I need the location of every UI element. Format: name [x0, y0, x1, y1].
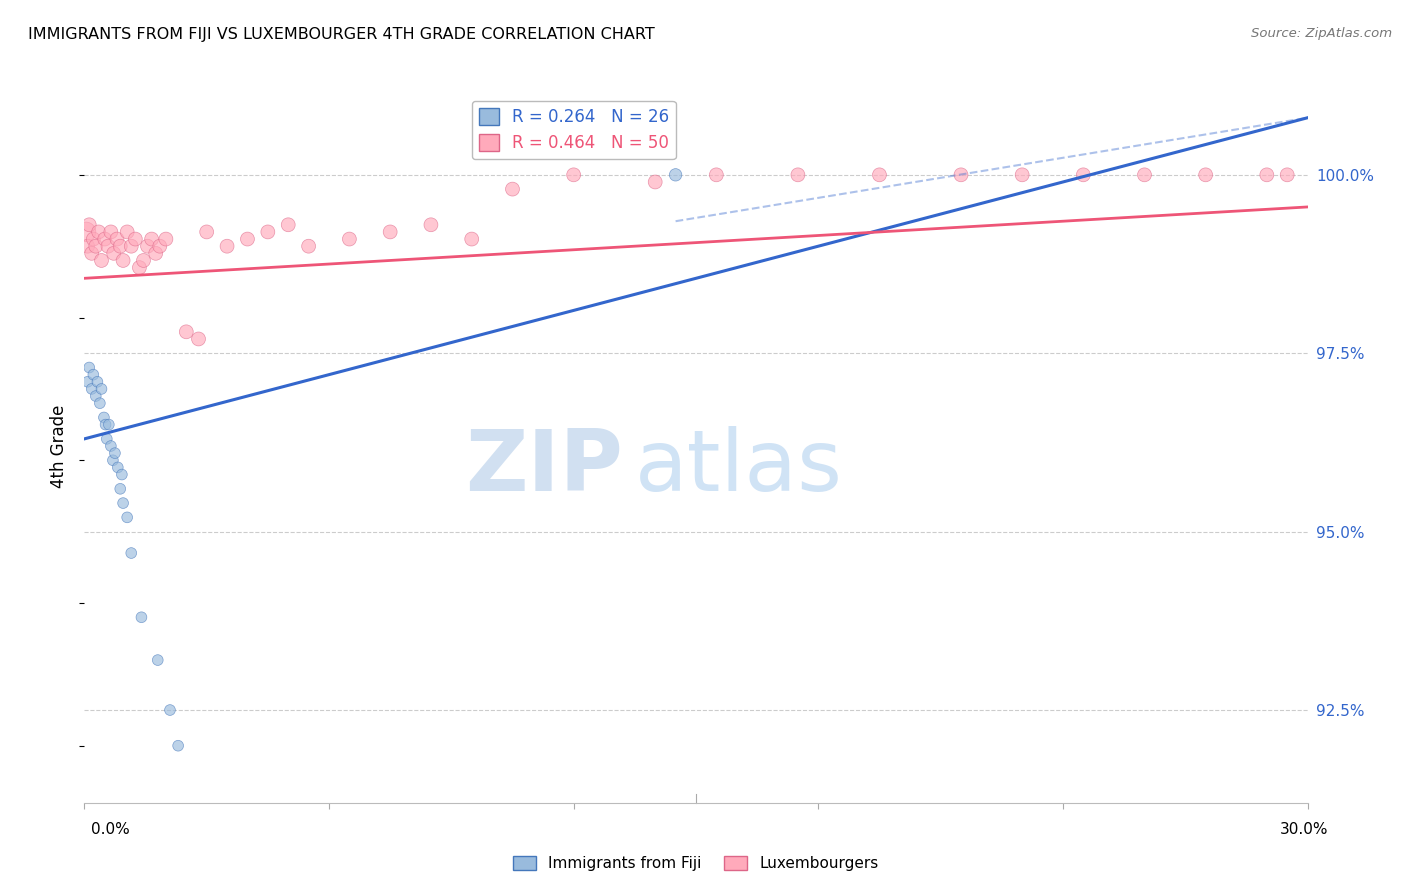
Point: [869, 168, 891, 182]
Point: [131, 610, 153, 624]
Point: [115, 510, 138, 524]
Point: [100, 225, 122, 239]
Point: [339, 232, 361, 246]
Point: [217, 239, 239, 253]
Point: [107, 460, 129, 475]
Point: [120, 239, 142, 253]
Point: [562, 168, 585, 182]
Point: [80, 246, 103, 260]
Point: [96, 432, 118, 446]
Point: [380, 225, 402, 239]
Point: [644, 175, 666, 189]
Legend: Immigrants from Fiji, Luxembourgers: Immigrants from Fiji, Luxembourgers: [508, 850, 884, 877]
Point: [86, 375, 108, 389]
Point: [93, 232, 117, 246]
Point: [101, 453, 124, 467]
Point: [1073, 168, 1095, 182]
Point: [1195, 168, 1218, 182]
Point: [82, 368, 104, 382]
Point: [146, 653, 169, 667]
Text: 0.0%: 0.0%: [91, 822, 131, 837]
Text: IMMIGRANTS FROM FIJI VS LUXEMBOURGER 4TH GRADE CORRELATION CHART: IMMIGRANTS FROM FIJI VS LUXEMBOURGER 4TH…: [28, 27, 655, 42]
Point: [89, 396, 111, 410]
Point: [420, 218, 443, 232]
Point: [100, 439, 122, 453]
Point: [141, 232, 163, 246]
Text: 30.0%: 30.0%: [1281, 822, 1329, 837]
Point: [115, 225, 138, 239]
Y-axis label: 4th Grade: 4th Grade: [51, 404, 69, 488]
Point: [950, 168, 973, 182]
Point: [706, 168, 728, 182]
Point: [84, 239, 107, 253]
Point: [136, 239, 159, 253]
Point: [93, 410, 115, 425]
Point: [132, 253, 155, 268]
Point: [76, 375, 98, 389]
Point: [77, 218, 100, 232]
Text: atlas: atlas: [636, 425, 842, 509]
Point: [112, 496, 135, 510]
Point: [84, 389, 107, 403]
Text: ZIP: ZIP: [465, 425, 623, 509]
Point: [167, 739, 190, 753]
Point: [1277, 168, 1299, 182]
Point: [187, 332, 209, 346]
Point: [461, 232, 484, 246]
Point: [94, 417, 117, 432]
Point: [257, 225, 280, 239]
Point: [195, 225, 218, 239]
Point: [174, 325, 197, 339]
Point: [124, 232, 146, 246]
Point: [120, 546, 142, 560]
Text: Source: ZipAtlas.com: Source: ZipAtlas.com: [1251, 27, 1392, 40]
Point: [502, 182, 524, 196]
Point: [90, 253, 112, 268]
Point: [80, 382, 103, 396]
Point: [277, 218, 299, 232]
Point: [82, 232, 104, 246]
Point: [155, 232, 177, 246]
Point: [1133, 168, 1156, 182]
Point: [145, 246, 167, 260]
Point: [87, 225, 110, 239]
Point: [1256, 168, 1278, 182]
Point: [97, 239, 120, 253]
Point: [75, 225, 97, 239]
Point: [111, 467, 134, 482]
Point: [104, 446, 127, 460]
Point: [236, 232, 259, 246]
Point: [787, 168, 810, 182]
Point: [665, 168, 688, 182]
Point: [77, 360, 100, 375]
Point: [159, 703, 181, 717]
Point: [103, 246, 125, 260]
Point: [105, 232, 128, 246]
Point: [97, 417, 120, 432]
Point: [112, 253, 135, 268]
Point: [90, 382, 112, 396]
Point: [298, 239, 321, 253]
Point: [149, 239, 172, 253]
Point: [128, 260, 150, 275]
Point: [76, 239, 98, 253]
Point: [110, 482, 132, 496]
Point: [110, 239, 132, 253]
Point: [1011, 168, 1033, 182]
